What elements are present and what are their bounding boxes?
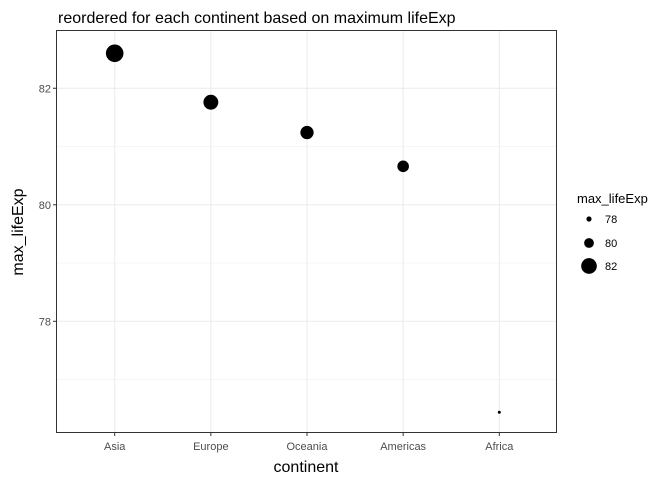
legend: max_lifeExp 78 80 82 <box>577 191 648 274</box>
data-point-oceania <box>300 125 314 140</box>
data-point-europe <box>203 94 219 110</box>
plot-grid <box>57 30 557 432</box>
y-tick-label: 82 <box>39 83 51 95</box>
x-tick-label: Oceania <box>287 441 329 453</box>
legend-label-82: 82 <box>605 261 617 273</box>
x-tick-label: Americas <box>380 441 426 453</box>
legend-key-82 <box>581 258 597 274</box>
x-axis-title: continent <box>274 459 339 476</box>
legend-label-78: 78 <box>605 214 617 226</box>
y-tick-label: 78 <box>39 316 51 328</box>
y-axis-title: max_lifeExp <box>10 188 27 275</box>
legend-key-80 <box>584 238 594 248</box>
legend-title: max_lifeExp <box>577 191 648 206</box>
y-tick-label: 80 <box>39 200 51 212</box>
chart-title: reordered for each continent based on ma… <box>58 10 456 27</box>
axis-ticks: 78 80 82 Asia Europe Oceania Americas Africa <box>39 83 514 453</box>
plot-points <box>105 44 501 414</box>
legend-label-80: 80 <box>605 238 617 250</box>
data-point-americas <box>397 160 409 173</box>
data-point-asia <box>105 44 124 63</box>
x-tick-label: Europe <box>193 441 228 453</box>
x-tick-label: Asia <box>104 441 126 453</box>
x-tick-label: Africa <box>485 441 514 453</box>
legend-key-78 <box>586 216 592 222</box>
data-point-africa <box>497 410 501 414</box>
